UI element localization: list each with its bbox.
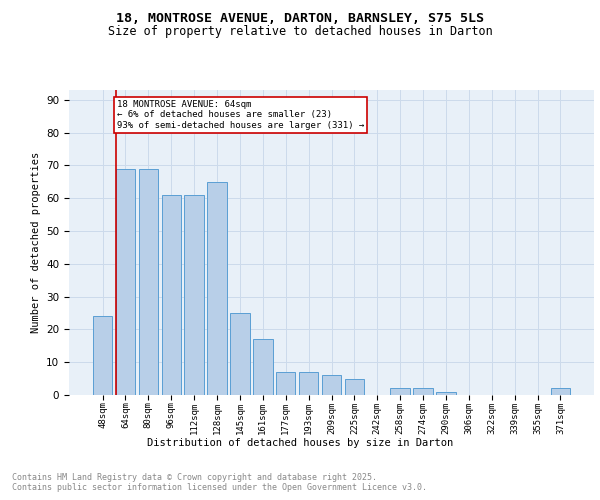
Bar xyxy=(230,313,250,395)
Bar xyxy=(184,195,204,395)
Text: Distribution of detached houses by size in Darton: Distribution of detached houses by size … xyxy=(147,438,453,448)
Bar xyxy=(322,376,341,395)
Bar xyxy=(253,339,272,395)
Bar xyxy=(276,372,295,395)
Bar xyxy=(391,388,410,395)
Text: Size of property relative to detached houses in Darton: Size of property relative to detached ho… xyxy=(107,24,493,38)
Bar xyxy=(139,168,158,395)
Bar xyxy=(413,388,433,395)
Bar xyxy=(208,182,227,395)
Text: 18 MONTROSE AVENUE: 64sqm
← 6% of detached houses are smaller (23)
93% of semi-d: 18 MONTROSE AVENUE: 64sqm ← 6% of detach… xyxy=(117,100,364,130)
Y-axis label: Number of detached properties: Number of detached properties xyxy=(31,152,41,333)
Bar xyxy=(161,195,181,395)
Bar xyxy=(299,372,319,395)
Bar xyxy=(344,378,364,395)
Bar xyxy=(551,388,570,395)
Bar xyxy=(436,392,455,395)
Text: Contains HM Land Registry data © Crown copyright and database right 2025.
Contai: Contains HM Land Registry data © Crown c… xyxy=(12,472,427,492)
Bar xyxy=(116,168,135,395)
Bar xyxy=(93,316,112,395)
Text: 18, MONTROSE AVENUE, DARTON, BARNSLEY, S75 5LS: 18, MONTROSE AVENUE, DARTON, BARNSLEY, S… xyxy=(116,12,484,26)
